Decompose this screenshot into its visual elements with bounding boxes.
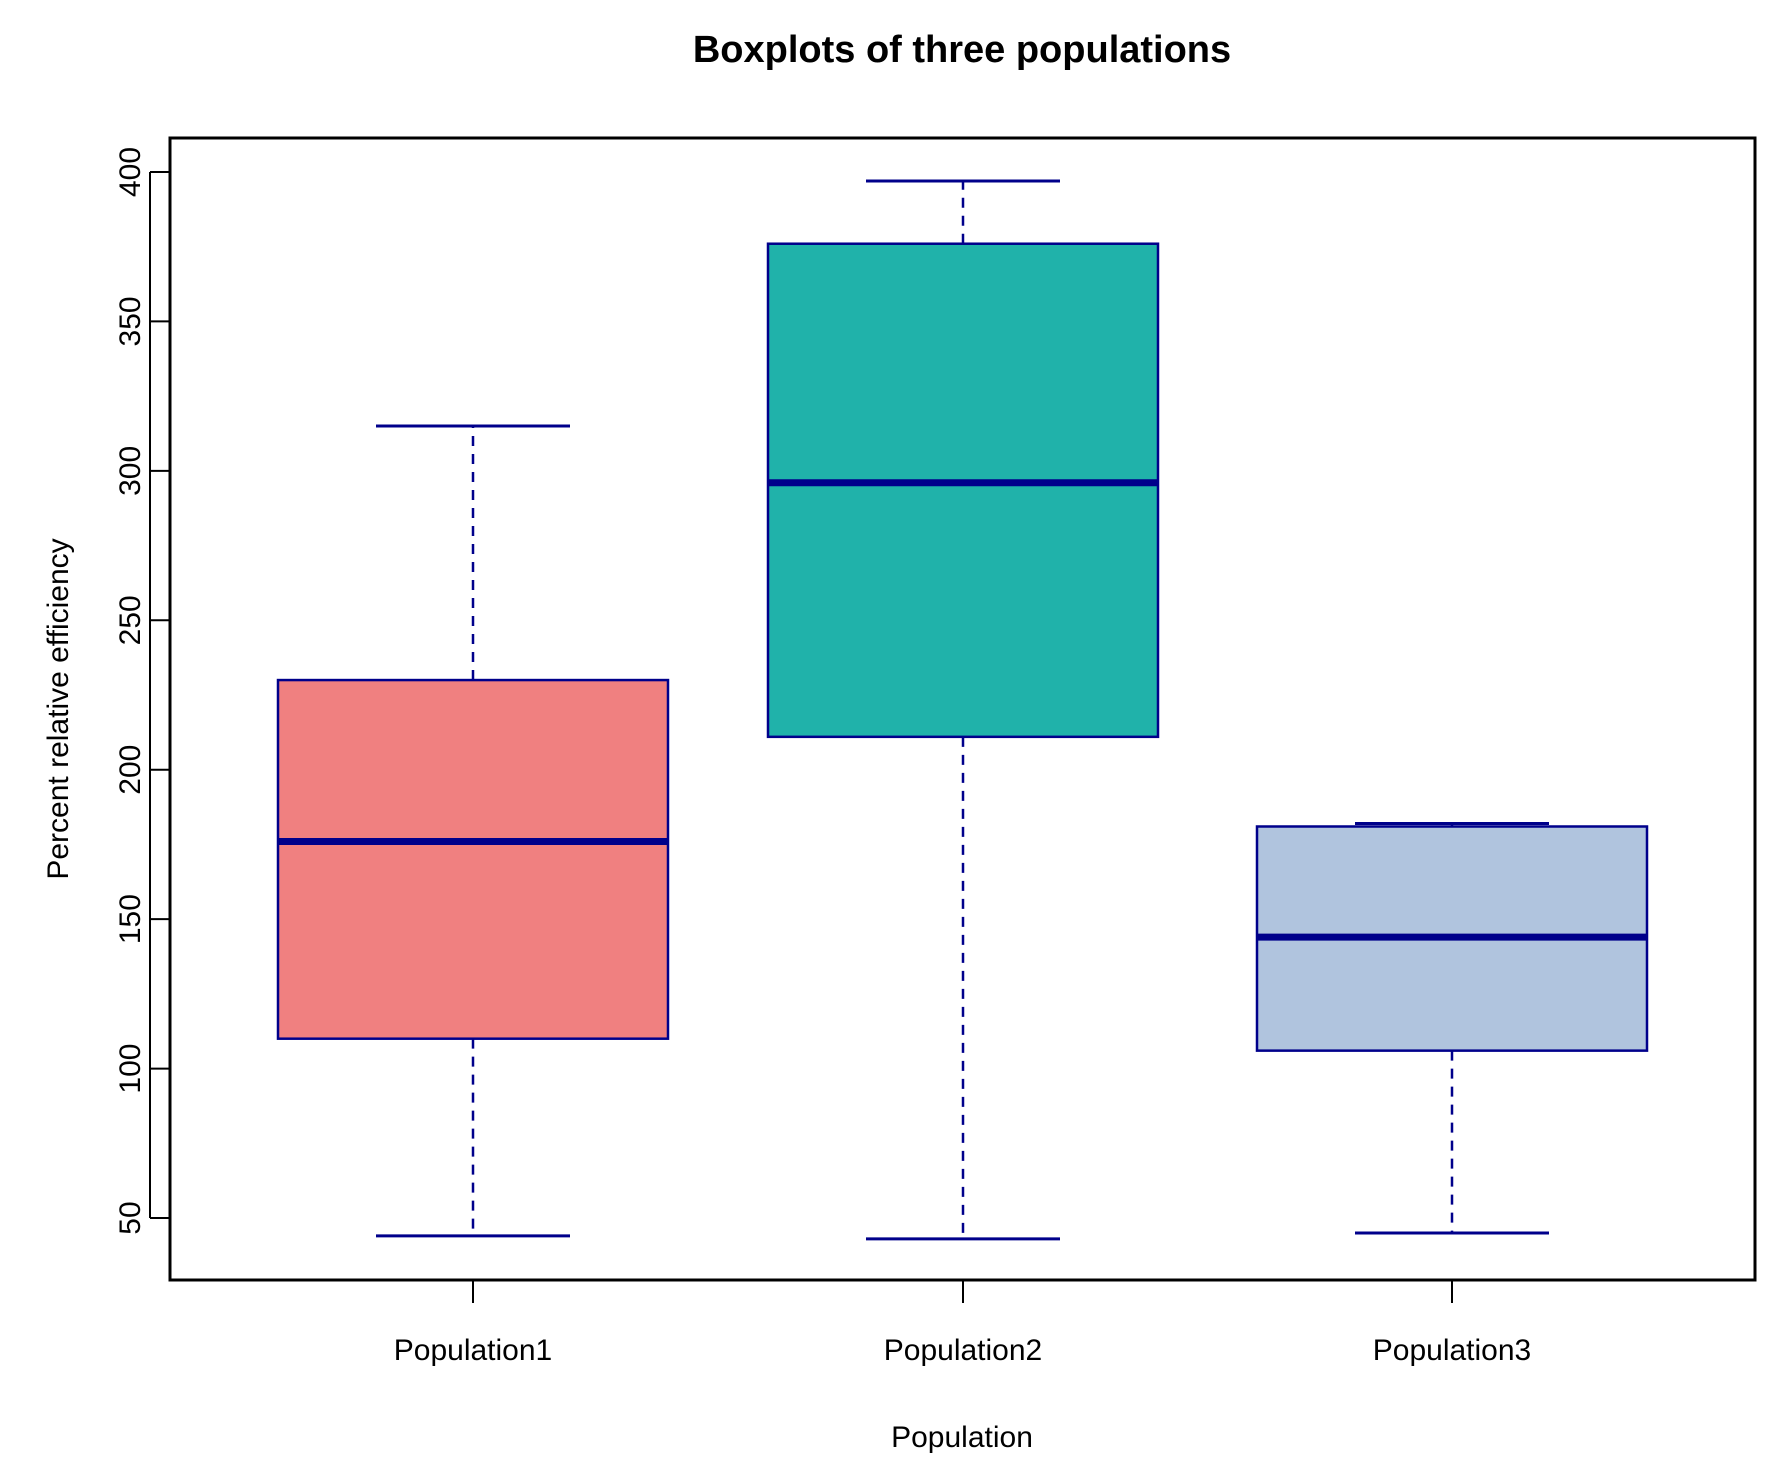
boxes-group (276, 179, 1649, 1241)
x-axis-title: Population (891, 1421, 1033, 1454)
x-tick-label: Population2 (884, 1334, 1042, 1367)
y-tick-label: 200 (114, 745, 147, 795)
box-population2 (766, 179, 1160, 1241)
y-tick-label: 300 (114, 446, 147, 496)
y-tick-label: 250 (114, 595, 147, 645)
x-tick-label: Population1 (394, 1334, 552, 1367)
x-tick-label: Population3 (1373, 1334, 1531, 1367)
y-tick-label: 50 (114, 1201, 147, 1234)
y-tick-label: 400 (114, 147, 147, 197)
y-axis-title: Percent relative efficiency (42, 538, 75, 879)
box-body (766, 242, 1160, 739)
y-axis: 50 100 150 200 250 300 350 400 (114, 147, 170, 1235)
box-population3 (1255, 822, 1649, 1235)
y-tick-label: 350 (114, 296, 147, 346)
x-axis: Population1 Population2 Population3 (394, 1280, 1531, 1367)
box-body (276, 678, 670, 1040)
y-tick-label: 100 (114, 1044, 147, 1094)
y-tick-label: 150 (114, 894, 147, 944)
box-population1 (276, 424, 670, 1238)
chart-title: Boxplots of three populations (693, 29, 1231, 71)
